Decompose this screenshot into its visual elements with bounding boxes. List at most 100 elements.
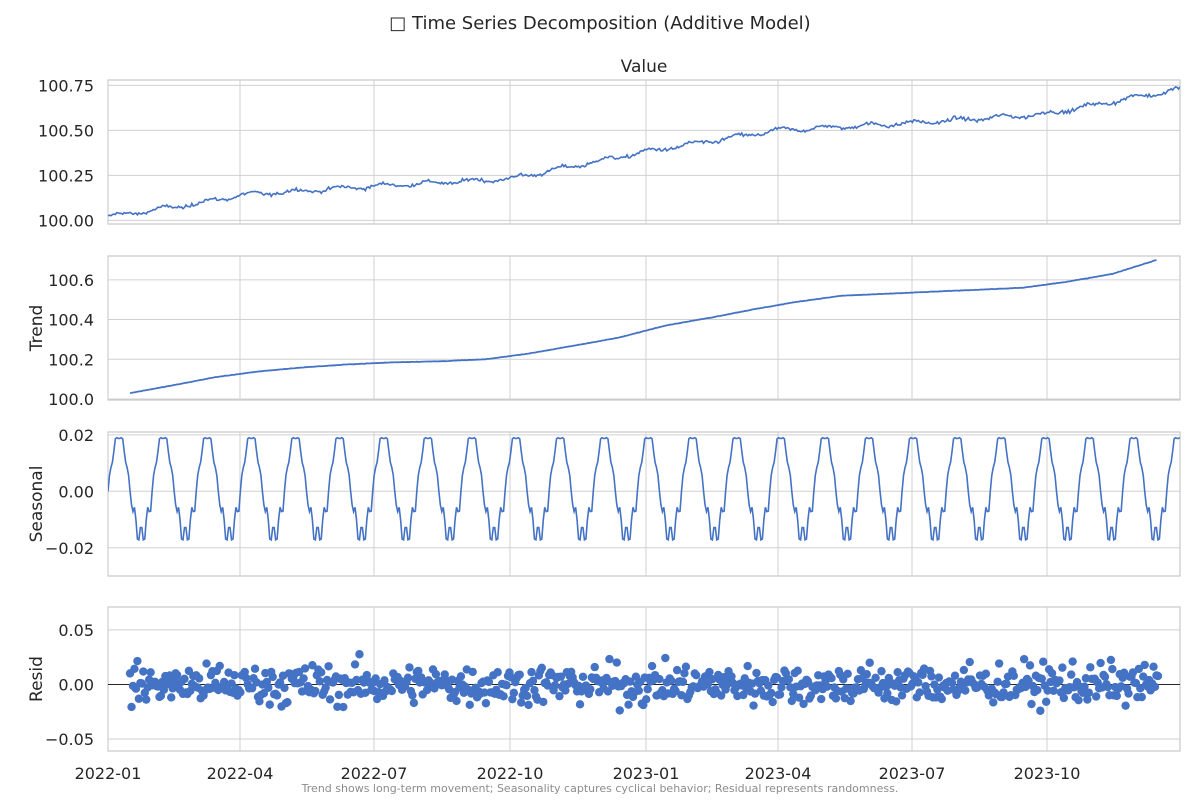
series-trend <box>129 259 1157 394</box>
resid-point <box>1103 682 1113 692</box>
resid-point <box>339 702 348 712</box>
resid-point <box>409 698 419 708</box>
resid-point <box>465 700 474 710</box>
resid-point <box>893 667 902 677</box>
resid-point <box>994 659 1004 668</box>
resid-point <box>484 677 494 687</box>
resid-point <box>1100 672 1110 682</box>
resid-point <box>280 683 289 693</box>
y-tick-label-resid: −0.05 <box>45 730 94 749</box>
resid-point <box>578 672 588 681</box>
resid-point <box>947 678 957 688</box>
figure-title: □ Time Series Decomposition (Additive Mo… <box>389 13 810 34</box>
resid-point <box>877 667 886 676</box>
resid-point <box>414 666 423 676</box>
resid-point <box>317 668 326 677</box>
resid-point <box>403 673 413 682</box>
resid-point <box>325 695 335 704</box>
resid-point <box>643 685 652 694</box>
resid-point <box>272 691 282 700</box>
resid-point <box>752 668 761 678</box>
resid-point <box>625 677 635 686</box>
resid-point <box>1136 684 1145 693</box>
resid-point <box>502 681 511 690</box>
x-tick-label: 2023-07 <box>879 764 946 783</box>
resid-point <box>405 663 414 672</box>
panel-frame-trend <box>107 255 1181 401</box>
resid-point <box>794 693 804 702</box>
x-tick-label: 2022-04 <box>207 764 274 783</box>
resid-point <box>539 697 548 707</box>
resid-point <box>1080 682 1089 691</box>
resid-point <box>993 677 1002 686</box>
y-tick-label-trend: 100.2 <box>48 350 94 369</box>
resid-point <box>247 683 257 693</box>
resid-point <box>708 675 717 684</box>
x-tick-label: 2022-07 <box>341 764 408 783</box>
resid-point <box>265 700 274 709</box>
resid-point <box>172 670 182 680</box>
resid-point <box>667 676 676 685</box>
resid-point <box>999 688 1008 697</box>
y-tick-label-resid: 0.05 <box>58 621 94 640</box>
x-tick-label: 2022-10 <box>477 764 544 783</box>
resid-point <box>647 661 657 671</box>
resid-point <box>634 686 644 695</box>
resid-point <box>1086 663 1095 672</box>
resid-point <box>655 674 664 684</box>
resid-point <box>1037 674 1046 683</box>
resid-point <box>131 684 141 693</box>
resid-point <box>590 662 599 672</box>
resid-point <box>839 675 848 684</box>
resid-point <box>355 650 364 659</box>
y-tick-label-value: 100.00 <box>38 211 94 230</box>
resid-point <box>1149 662 1158 671</box>
resid-point <box>194 674 204 683</box>
resid-point <box>934 673 944 682</box>
y-tick-label-seasonal: 0.02 <box>58 426 94 445</box>
y-tick-label-value: 100.75 <box>38 76 94 95</box>
resid-point <box>681 662 691 671</box>
resid-point <box>959 665 969 675</box>
resid-point <box>515 670 524 679</box>
resid-point <box>739 690 748 700</box>
resid-point <box>1106 655 1116 665</box>
resid-point <box>133 656 142 666</box>
resid-point <box>883 689 892 698</box>
resid-point <box>1074 695 1083 705</box>
resid-point <box>537 663 546 672</box>
resid-point <box>615 706 624 715</box>
resid-point <box>914 678 923 687</box>
resid-point <box>130 664 139 673</box>
resid-point <box>1140 660 1149 670</box>
resid-point <box>387 686 397 696</box>
resid-point <box>456 672 466 681</box>
resid-point <box>767 688 776 698</box>
resid-point <box>1027 699 1036 709</box>
resid-point <box>146 668 155 677</box>
resid-point <box>605 654 614 664</box>
resid-point <box>1119 668 1129 677</box>
resid-point <box>671 686 680 696</box>
resid-point <box>950 671 960 680</box>
resid-point <box>1049 686 1058 695</box>
resid-point <box>1150 682 1160 692</box>
series-resid <box>108 650 1180 715</box>
resid-point <box>749 701 758 710</box>
resid-point <box>768 697 777 707</box>
resid-point <box>517 698 526 707</box>
resid-point <box>1108 664 1117 674</box>
resid-point <box>1009 671 1019 681</box>
resid-point <box>250 664 260 673</box>
resid-point <box>1137 692 1146 702</box>
y-tick-label-seasonal: 0.00 <box>58 482 94 501</box>
resid-point <box>508 694 517 704</box>
resid-point <box>321 683 330 692</box>
resid-point <box>561 686 570 695</box>
resid-point <box>575 700 585 709</box>
panel-frame-value <box>107 79 1181 225</box>
resid-point <box>350 660 360 669</box>
resid-point <box>408 691 417 700</box>
resid-point <box>324 662 333 671</box>
resid-point <box>764 681 773 690</box>
